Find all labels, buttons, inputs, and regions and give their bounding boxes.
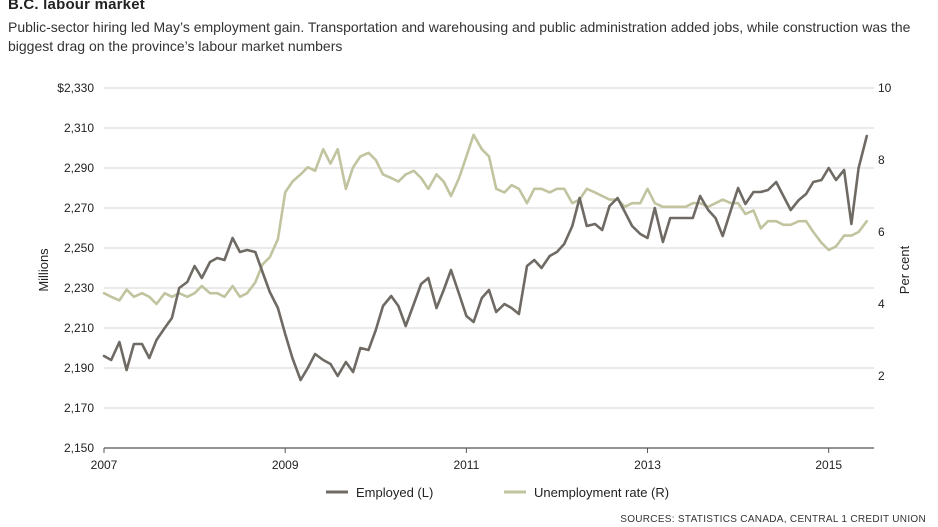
x-tick-label: 2013 [634, 458, 661, 472]
left-tick-label: 2,170 [64, 401, 94, 415]
right-tick-label: 6 [878, 225, 885, 239]
right-axis-label: Per cent [897, 245, 912, 294]
left-tick-label: 2,150 [64, 441, 94, 455]
series-line-employed [102, 134, 869, 382]
legend-label-unemployment: Unemployment rate (R) [534, 485, 669, 500]
x-tick-label: 2011 [453, 458, 479, 472]
x-tick-label: 2007 [91, 458, 118, 472]
right-tick-label: 4 [878, 297, 885, 311]
grid-lines [104, 87, 874, 449]
left-tick-label: 2,210 [64, 321, 94, 335]
left-tick-label: 2,270 [64, 201, 94, 215]
x-tick-label: 2009 [272, 458, 299, 472]
legend: Employed (L) Unemployment rate (R) [326, 485, 669, 500]
chart-title: B.C. labour market [8, 0, 145, 13]
right-axis-ticks: 10 8 6 4 2 [878, 81, 892, 383]
left-tick-label: 2,290 [64, 161, 94, 175]
chart-subtitle: Public-sector hiring led May’s employmen… [8, 19, 911, 54]
left-axis-ticks: $2,330 2,310 2,290 2,270 2,250 2,230 2,210 2,19… [57, 81, 94, 455]
x-tick-label: 2015 [815, 458, 842, 472]
series-line-unemployment [102, 133, 869, 306]
series-group [102, 133, 869, 382]
right-tick-label: 10 [878, 81, 892, 95]
right-tick-label: 2 [878, 369, 885, 383]
source-note: SOURCES: STATISTICS CANADA, CENTRAL 1 CR… [620, 514, 926, 525]
left-tick-label: $2,330 [57, 81, 94, 95]
left-tick-label: 2,230 [64, 281, 94, 295]
left-tick-label: 2,310 [64, 121, 94, 135]
left-axis-label: Millions [36, 248, 51, 292]
x-axis-ticks: 2007 2009 2011 2013 2015 [91, 448, 842, 472]
right-tick-label: 8 [878, 153, 885, 167]
legend-label-employed: Employed (L) [356, 485, 433, 500]
left-tick-label: 2,250 [64, 241, 94, 255]
left-tick-label: 2,190 [64, 361, 94, 375]
